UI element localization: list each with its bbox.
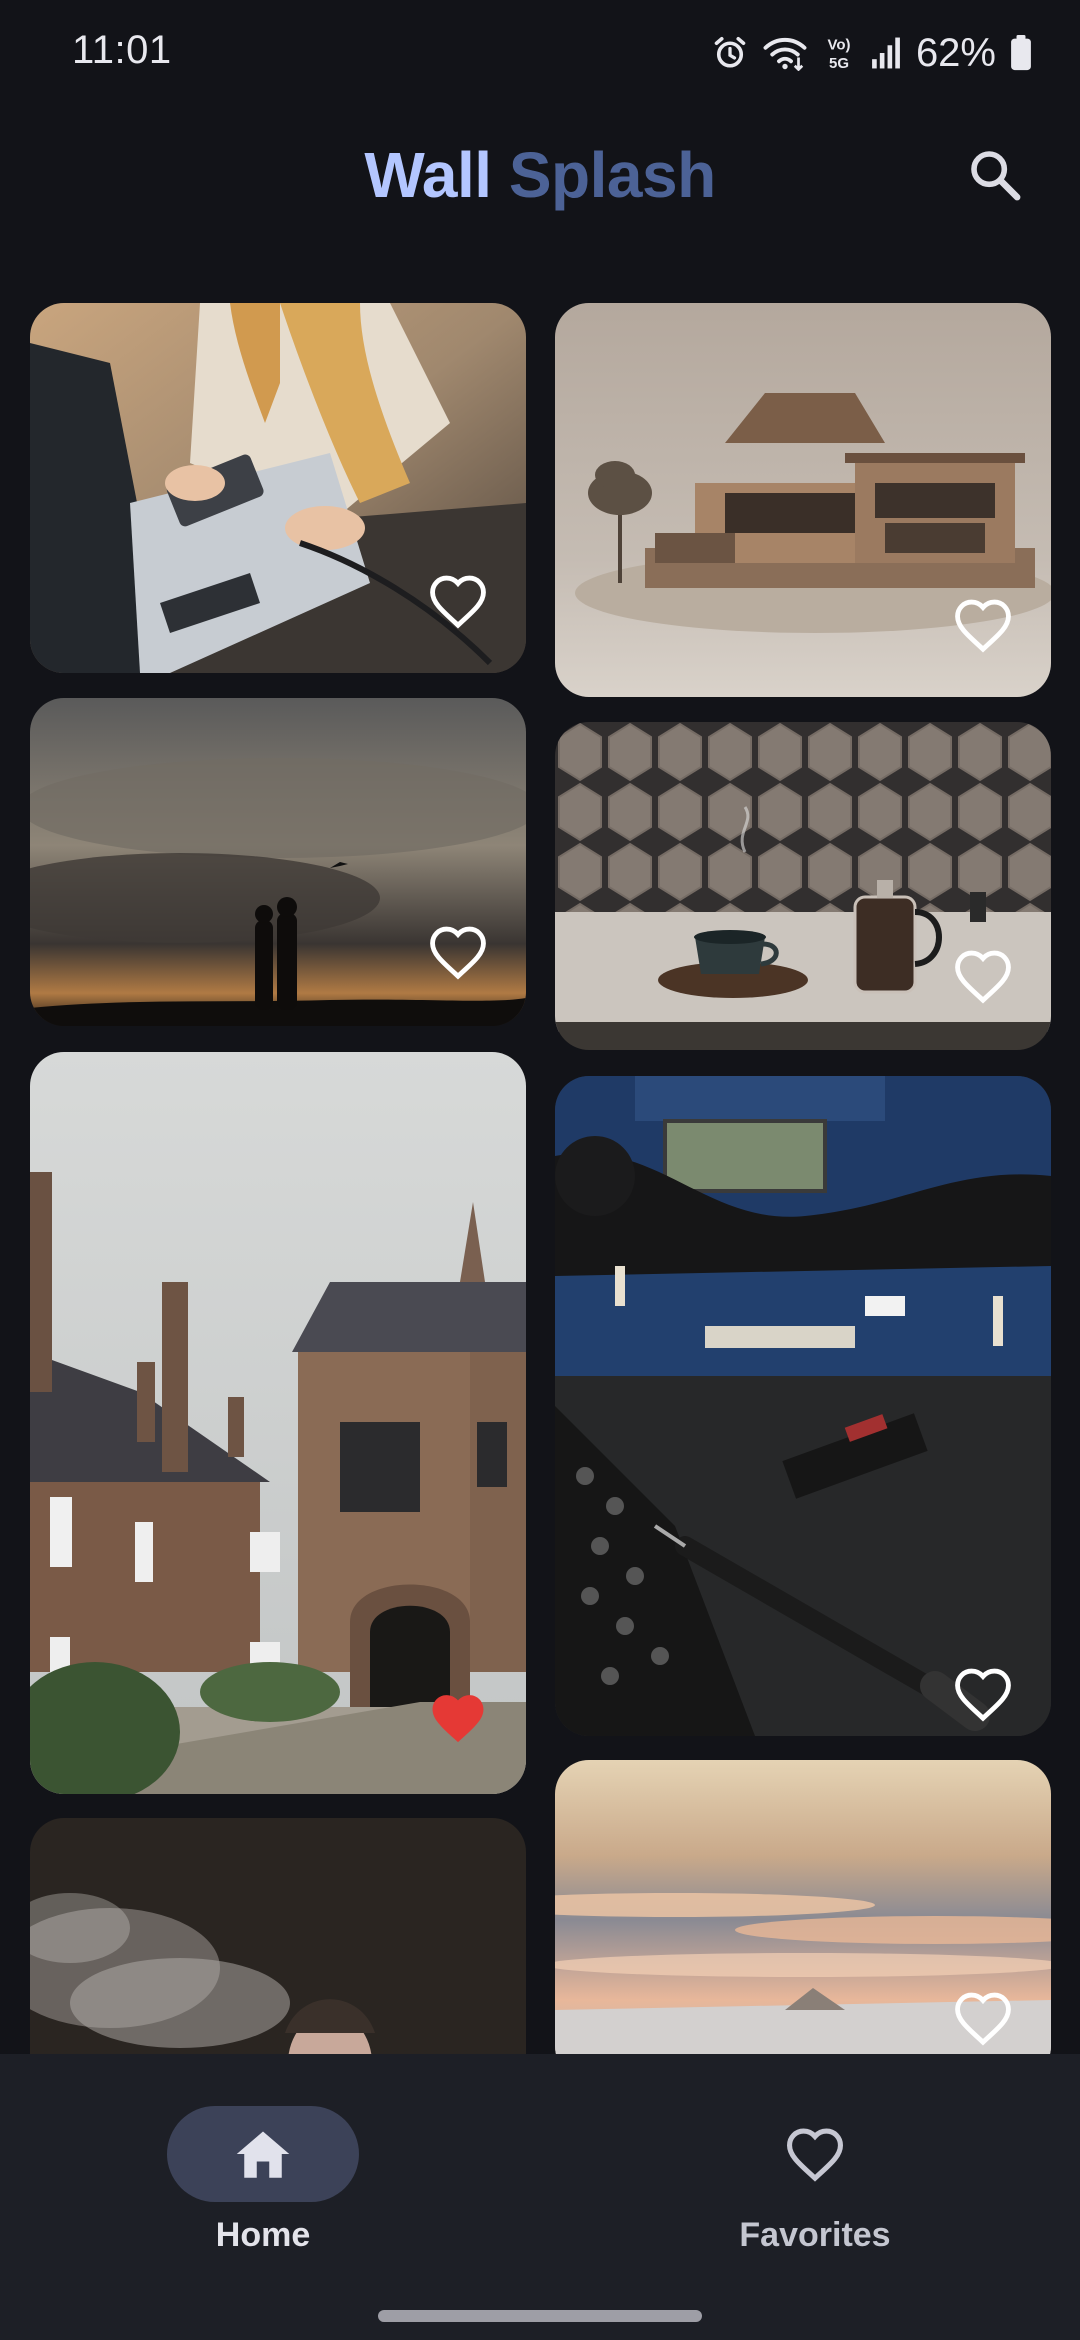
nav-label-home: Home	[215, 2216, 311, 2254]
battery-icon	[1011, 35, 1031, 71]
photo-card[interactable]	[30, 1052, 526, 1794]
nav-item-home[interactable]: Home	[113, 2092, 413, 2292]
heart-outline-icon	[955, 1668, 1011, 1722]
photo-card[interactable]	[555, 1076, 1051, 1736]
photo-image	[555, 1760, 1051, 2054]
photo-image	[30, 698, 526, 1026]
heart-outline-icon	[955, 599, 1011, 653]
photo-image	[30, 1052, 526, 1794]
status-bar: 11:01 Vo) 5G 62%	[0, 0, 1080, 104]
nav-label-favorites: Favorites	[739, 2216, 891, 2254]
app-title-word-1: Wall	[364, 139, 492, 211]
heart-outline-icon	[430, 926, 486, 980]
alarm-icon	[714, 36, 746, 68]
photo-card[interactable]	[555, 722, 1051, 1050]
favorite-button[interactable]	[422, 920, 494, 984]
wifi-icon	[763, 37, 807, 71]
nav-item-favorites[interactable]: Favorites	[665, 2092, 965, 2292]
heart-outline-icon	[955, 950, 1011, 1004]
home-indicator[interactable]	[378, 2310, 702, 2322]
photo-card[interactable]	[30, 698, 526, 1026]
photo-image	[555, 1076, 1051, 1736]
favorite-button[interactable]	[947, 944, 1019, 1008]
search-icon	[971, 151, 1021, 201]
photo-card[interactable]	[555, 303, 1051, 697]
favorite-button[interactable]	[947, 1662, 1019, 1726]
app-title-word-2: Splash	[508, 139, 716, 211]
svg-text:5G: 5G	[829, 55, 849, 72]
app-title: Wall Splash	[0, 138, 1080, 212]
svg-text:Vo): Vo)	[827, 37, 850, 54]
status-icons: Vo) 5G 62%	[712, 28, 1032, 78]
status-time: 11:01	[72, 28, 172, 72]
photo-image	[555, 303, 1051, 697]
favorite-button[interactable]	[947, 1986, 1019, 2050]
photo-image	[30, 1818, 526, 2054]
battery-percentage: 62%	[915, 30, 996, 75]
photo-card[interactable]	[30, 303, 526, 673]
home-icon	[236, 2131, 290, 2178]
volte-5g-icon: Vo) 5G	[827, 37, 850, 72]
heart-outline-icon	[430, 575, 486, 629]
photo-card[interactable]	[30, 1818, 526, 2054]
photo-image	[555, 722, 1051, 1050]
photo-image	[30, 303, 526, 673]
search-button[interactable]	[960, 140, 1030, 210]
favorite-button[interactable]	[947, 593, 1019, 657]
signal-icon	[872, 37, 900, 69]
heart-outline-icon	[955, 1992, 1011, 2046]
heart-filled-icon	[432, 1695, 484, 1743]
bottom-navigation: Home Favorites	[0, 2054, 1080, 2340]
favorite-button[interactable]	[422, 1686, 494, 1750]
photo-card[interactable]	[555, 1760, 1051, 2054]
photo-grid[interactable]	[0, 0, 1080, 2054]
nav-pill-favorites[interactable]	[719, 2106, 911, 2202]
heart-outline-icon	[786, 2128, 844, 2182]
favorite-button[interactable]	[422, 569, 494, 633]
nav-pill-home[interactable]	[167, 2106, 359, 2202]
